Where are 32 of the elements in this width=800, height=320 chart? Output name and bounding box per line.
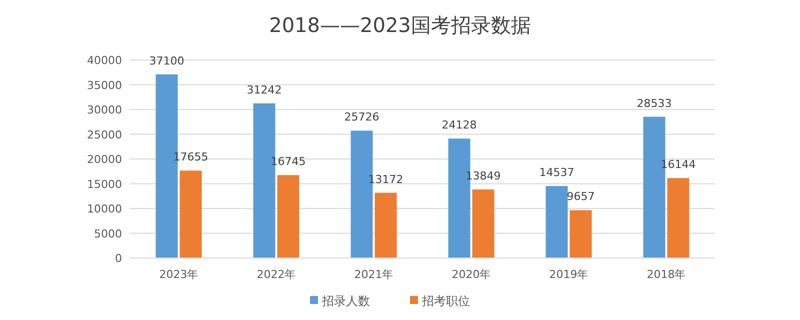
y-tick-label: 30000	[87, 104, 122, 116]
data-label: 24128	[442, 118, 477, 132]
y-tick-label: 25000	[87, 128, 122, 142]
data-label: 37100	[149, 54, 184, 68]
y-tick-label: 20000	[87, 153, 122, 166]
bar	[277, 175, 300, 258]
data-label: 25726	[344, 110, 380, 124]
bar	[472, 189, 494, 258]
data-label: 14537	[539, 166, 574, 180]
x-tick-label: 2023年	[159, 268, 198, 281]
y-tick-label: 10000	[87, 202, 122, 216]
y-tick-label: 0	[115, 252, 122, 265]
x-tick-label: 2021年	[354, 268, 394, 281]
bar	[570, 210, 592, 258]
y-tick-label: 40000	[87, 54, 122, 67]
x-tick-label: 2018年	[646, 268, 686, 281]
chart-title: 2018——2023国考招录数据	[269, 13, 531, 37]
bar	[374, 192, 397, 258]
legend-label: 招考职位	[421, 294, 470, 308]
y-tick-label: 5000	[94, 227, 122, 240]
x-tick-label: 2022年	[256, 268, 296, 281]
data-label: 28533	[636, 96, 672, 110]
y-tick-label: 35000	[87, 78, 122, 92]
data-label: 31242	[246, 83, 282, 96]
legend-label: 招录人数	[321, 294, 370, 308]
bar	[667, 178, 690, 258]
x-tick-label: 2020年	[452, 268, 491, 281]
x-tick-label: 2019年	[549, 268, 588, 281]
data-label: 9657	[566, 190, 595, 204]
y-tick-label: 15000	[87, 178, 122, 191]
bar	[180, 170, 202, 258]
bar	[546, 186, 568, 258]
